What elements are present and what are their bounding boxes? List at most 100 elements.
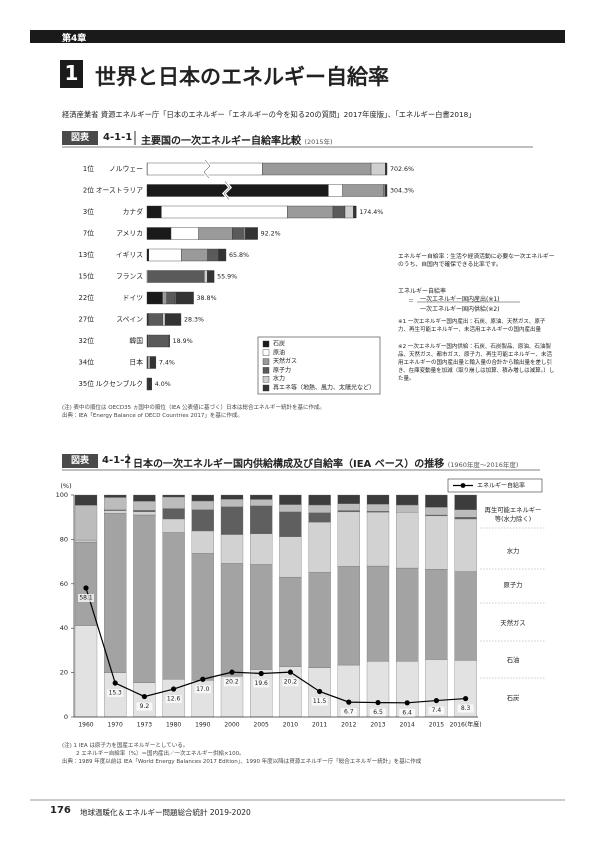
bar-segment — [191, 509, 214, 532]
bar-segment — [370, 162, 386, 176]
bar-segment — [133, 511, 156, 516]
x-tick-label: 1990 — [195, 722, 210, 729]
section-number: 1 — [64, 61, 79, 85]
bar-segment — [231, 227, 245, 240]
figure-note: 出典：IEA「Energy Balance of OECD Countries … — [62, 413, 243, 419]
y-axis-label: (%) — [60, 482, 71, 490]
figure-period: (2015年) — [304, 138, 333, 146]
bar-segment — [220, 494, 244, 500]
axis-break — [203, 159, 211, 179]
bar-segment — [162, 532, 185, 680]
value-label-bg — [282, 678, 299, 687]
bar-segment — [396, 504, 419, 513]
x-tick-label: 1960 — [78, 722, 93, 729]
bar-segment — [396, 512, 419, 569]
bar-segment — [74, 505, 98, 541]
bar-segment — [287, 205, 334, 219]
bar-segment — [149, 356, 157, 369]
bar-segment — [191, 494, 214, 502]
figure-title: 主要国の一次エネルギー自給率比較 — [141, 136, 301, 147]
series-label: 石油 — [506, 657, 520, 664]
legend-box — [447, 478, 543, 493]
value-label-bg — [370, 708, 386, 717]
bar-segment — [454, 494, 477, 510]
value-label: 19.6 — [255, 680, 269, 687]
bar-segment — [279, 576, 302, 667]
x-tick-label: 1980 — [166, 722, 181, 729]
total-label: 4.0% — [155, 381, 171, 388]
bar-segment — [454, 517, 477, 520]
bar-segment — [396, 494, 419, 506]
legend-swatch — [262, 349, 270, 356]
y-tick-label: 80 — [60, 535, 68, 543]
y-tick-label: 100 — [56, 491, 68, 499]
rank-label: 2位 — [83, 186, 94, 195]
x-tick-label: 2010 — [283, 722, 298, 729]
figure-note: (注) 表中の順位は OECD35 ヵ国中の順位（IEA 公表値に基づく）日本は… — [62, 405, 326, 411]
series-label: 天然ガス — [500, 620, 526, 627]
bar-segment — [250, 494, 273, 500]
total-label: 174.4% — [359, 209, 383, 216]
source-line: 経済産業省 資源エネルギー庁「日本のエネルギー「エネルギーの今を知る20の質問」… — [62, 110, 476, 119]
total-label: 702.6% — [390, 166, 414, 173]
category-label: ノルウェー — [109, 165, 143, 173]
rank-label: 13位 — [79, 250, 95, 259]
bar-segment — [74, 625, 98, 718]
definition-note: ※2 一次エネルギー国内供給：石炭、石炭製品、原油、石油製品、天然ガス、都市ガス… — [398, 344, 555, 382]
line-point — [375, 699, 381, 706]
category-label: イギリス — [116, 251, 143, 259]
value-label-bg — [194, 685, 211, 694]
category-label: ルクセンブルク — [96, 379, 143, 388]
rank-label: 34位 — [79, 358, 95, 367]
footer-text: 地球温暖化＆エネルギー問題総合統計 2019-2020 — [80, 808, 251, 817]
bar-segment — [191, 500, 214, 510]
total-label: 92.2% — [261, 231, 281, 238]
legend-label: 水力 — [273, 375, 285, 383]
bar-segment — [220, 506, 244, 535]
bar-segment — [133, 501, 156, 511]
total-label: 55.9% — [217, 274, 237, 281]
line-point — [346, 699, 352, 705]
bar-segment — [146, 248, 149, 262]
line-point — [433, 697, 439, 704]
legend-label: 再エネ等（地熱、風力、太陽光など） — [273, 384, 375, 392]
value-label: 6.7 — [344, 709, 354, 716]
bar-segment — [366, 503, 390, 512]
bar-segment — [148, 313, 163, 326]
value-label-bg — [224, 678, 240, 687]
bar-segment — [454, 509, 477, 518]
bar-segment — [425, 494, 448, 508]
bar-segment — [146, 377, 152, 391]
legend-box — [257, 336, 381, 395]
line-point — [171, 686, 177, 692]
bar-segment — [366, 494, 390, 505]
bar-segment — [147, 270, 205, 283]
definition-term: エネルギー自給率 — [398, 288, 447, 295]
bar-segment — [337, 503, 360, 511]
y-tick-label: 20 — [60, 669, 68, 677]
y-tick-label: 60 — [60, 580, 68, 588]
line-point — [258, 670, 264, 677]
bar-segment — [166, 291, 176, 305]
category-label: アメリカ — [116, 230, 143, 238]
line-point — [404, 700, 410, 706]
bar-segment — [454, 571, 477, 661]
line-point — [141, 693, 147, 700]
definition-note: ※1 一次エネルギー国内産出：石炭、原油、天然ガス、原子力、再生可能エネルギー、… — [398, 319, 546, 333]
bar-segment — [342, 184, 384, 197]
bar-segment — [279, 494, 302, 505]
legend-swatch — [262, 358, 270, 365]
line-point — [229, 669, 235, 675]
bar-segment — [337, 566, 360, 666]
bar-segment — [170, 227, 199, 240]
value-label-bg — [107, 689, 124, 698]
figure-note: 2 エネルギー自給率（%）＝国内産出／一次エネルギー供給×100。 — [76, 751, 245, 757]
line-point — [83, 585, 89, 591]
value-label: 15.3 — [109, 690, 123, 697]
x-tick-label: 2011 — [312, 722, 327, 729]
bar-segment — [207, 270, 215, 283]
legend-swatch — [262, 367, 270, 374]
bar-segment — [162, 313, 166, 326]
bar-segment — [104, 513, 127, 673]
value-label: 11.5 — [313, 698, 327, 705]
